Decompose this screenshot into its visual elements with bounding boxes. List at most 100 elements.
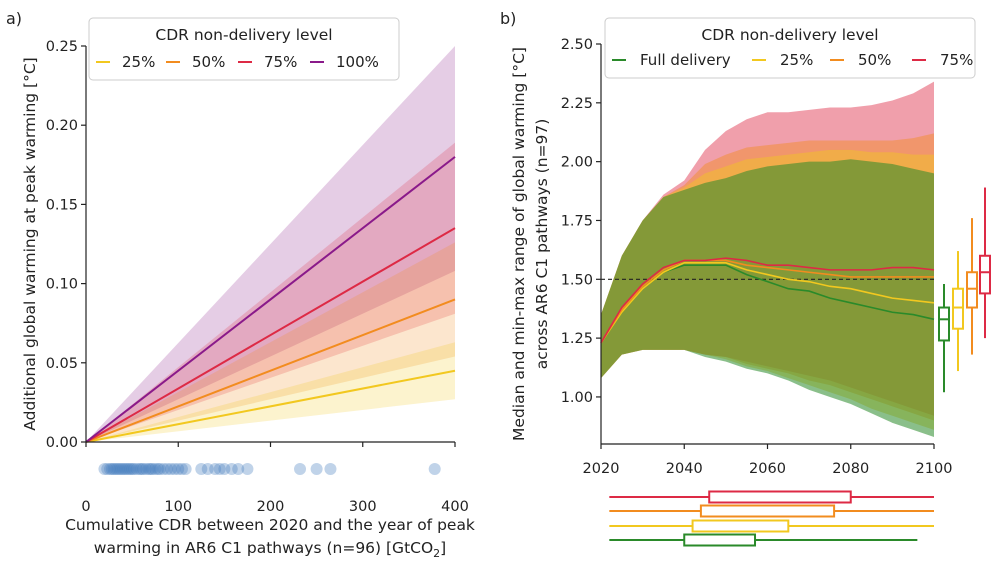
y-tick-label: 1.00	[561, 390, 593, 406]
boxplot-box-p50	[966, 271, 978, 309]
panel-b-end-boxplots	[938, 187, 991, 393]
panel-b-x-ticks: 2020 2040 2060 2080 2100	[583, 444, 953, 477]
legend-label-p75: 75%	[264, 53, 297, 71]
legend-label-full: Full delivery	[640, 51, 731, 69]
panel-a-x-ticks: 0 100 200 300 400	[81, 442, 469, 515]
peak-box-p50	[699, 504, 836, 518]
cdr-dot	[142, 463, 155, 475]
cdr-dot	[137, 463, 150, 475]
cdr-dot	[111, 463, 124, 475]
cdr-dot	[209, 463, 222, 475]
cdr-dot	[294, 463, 307, 475]
y-tick-label: 0.25	[46, 39, 78, 55]
legend-label-p25: 25%	[122, 53, 155, 71]
band-p50	[86, 242, 455, 442]
y-tick-label: 2.00	[561, 155, 593, 171]
cdr-dot	[113, 463, 126, 475]
cdr-dot	[139, 463, 152, 475]
cdr-dot	[126, 463, 139, 475]
cdr-dot	[105, 463, 118, 475]
cdr-dot	[107, 463, 120, 475]
panel-a-y-ticks: 0.00 0.05 0.10 0.15 0.20 0.25	[46, 39, 86, 451]
panel-b-legend-title: CDR non-delivery level	[701, 26, 878, 44]
panel-a-strip-dots	[98, 463, 441, 475]
panel-a-bands	[86, 46, 455, 442]
panel-b-bands	[601, 81, 934, 437]
legend-label-p75: 75%	[940, 51, 973, 69]
panel-a-legend: CDR non-delivery level 25% 50% 75% 100%	[88, 17, 400, 81]
median-line-p50	[85, 298, 456, 443]
panel-b-label: b)	[500, 9, 516, 28]
y-tick-label: 1.25	[561, 331, 593, 347]
y-tick-label: 0.00	[46, 435, 78, 451]
range-band-full	[601, 159, 934, 437]
cdr-dot	[124, 463, 137, 475]
boxplot-box-full	[938, 306, 950, 342]
panel-a-x-label-line2: warming in AR6 C1 pathways (n=96) [GtCO2…	[94, 539, 446, 560]
x-tick-label: 2060	[749, 461, 786, 477]
cdr-dot	[218, 463, 231, 475]
cdr-dot	[175, 463, 188, 475]
median-line-p100	[85, 156, 456, 443]
band-p25	[86, 342, 455, 442]
legend-label-p25: 25%	[780, 51, 813, 69]
cdr-dot	[122, 463, 135, 475]
x-tick-label: 100	[164, 499, 192, 515]
cdr-dot	[103, 463, 116, 475]
cdr-dot	[109, 463, 122, 475]
panel-b-legend-items: Full delivery 25% 50% 75%	[612, 51, 973, 69]
x-tick-label: 2040	[666, 461, 703, 477]
panel-b-legend: CDR non-delivery level Full delivery 25% 5…	[604, 17, 976, 79]
cdr-dot	[144, 463, 157, 475]
panel-b-y-label-line1: Median and min-max range of global warmi…	[510, 47, 528, 441]
median-line-p75	[85, 227, 456, 443]
panel-b-legend-frame	[604, 17, 976, 79]
panel-a-legend-title: CDR non-delivery level	[155, 26, 332, 44]
y-tick-label: 1.75	[561, 213, 593, 229]
median-line-p50	[600, 259, 934, 344]
cdr-dot	[98, 463, 111, 475]
panel-a-lines	[85, 156, 456, 443]
cdr-dot	[225, 463, 238, 475]
band-p100	[86, 46, 455, 442]
cdr-dot	[135, 463, 148, 475]
cdr-dot	[241, 463, 254, 475]
panel-a: a) 0.00 0.05 0.10 0.15 0.20 0.25 0 100 200 300 40…	[6, 9, 475, 560]
y-tick-label: 2.50	[561, 37, 593, 53]
cdr-dot	[118, 463, 131, 475]
x-tick-label: 2080	[832, 461, 869, 477]
y-tick-label: 0.10	[46, 277, 78, 293]
median-line-p25	[600, 262, 935, 344]
cdr-dot	[115, 463, 128, 475]
x-tick-label: 400	[441, 499, 469, 515]
band-p75	[86, 142, 455, 442]
cdr-dot	[127, 463, 140, 475]
cdr-dot	[201, 463, 214, 475]
median-line-p25	[85, 369, 456, 443]
panel-a-label: a)	[6, 9, 22, 28]
cdr-dot	[213, 463, 226, 475]
panel-b-lines	[600, 257, 935, 344]
median-line-p75	[600, 257, 935, 344]
panel-b-peak-year-boxplots	[609, 490, 934, 547]
cdr-dot	[153, 463, 166, 475]
x-tick-label: 2100	[916, 461, 953, 477]
y-tick-label: 2.25	[561, 96, 593, 112]
cdr-dot	[157, 463, 170, 475]
cdr-dot	[310, 463, 323, 475]
legend-label-p50: 50%	[192, 53, 225, 71]
x-tick-label: 300	[349, 499, 377, 515]
cdr-dot	[161, 463, 174, 475]
cdr-dot	[120, 463, 133, 475]
legend-label-p50: 50%	[858, 51, 891, 69]
panel-a-y-label: Additional global warming at peak warmin…	[21, 57, 39, 430]
peak-box-p75	[708, 490, 852, 504]
panel-b-y-label-line2: across AR6 C1 pathways (n=97)	[533, 119, 551, 370]
panel-b-y-ticks: 1.00 1.25 1.50 1.75 2.00 2.25 2.50	[561, 37, 601, 406]
x-tick-label: 200	[257, 499, 285, 515]
cdr-dot	[428, 463, 441, 475]
legend-label-p100: 100%	[336, 53, 379, 71]
cdr-dot	[232, 463, 245, 475]
cdr-dot	[116, 463, 129, 475]
